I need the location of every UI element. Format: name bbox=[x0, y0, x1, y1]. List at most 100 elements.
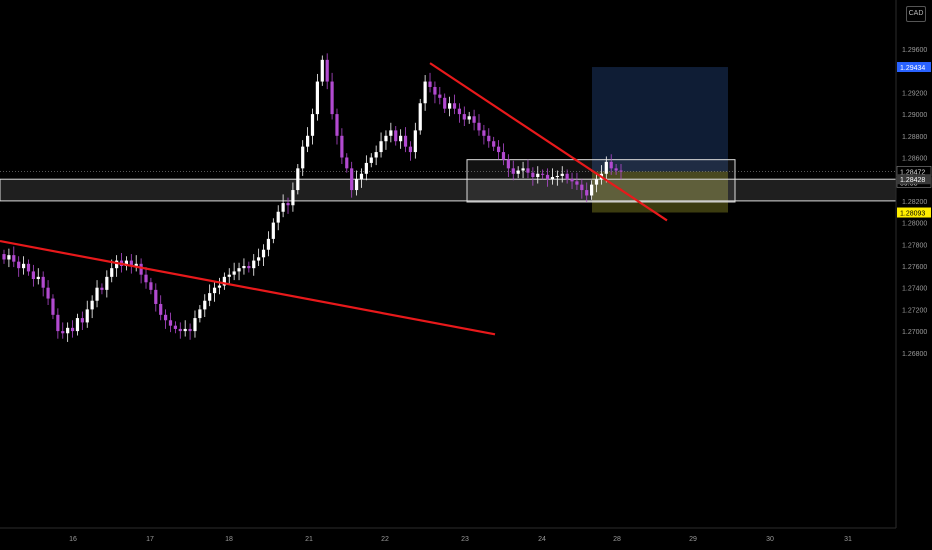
candle[interactable] bbox=[335, 108, 339, 145]
candle[interactable] bbox=[212, 282, 217, 302]
candle[interactable] bbox=[252, 254, 256, 276]
candle[interactable] bbox=[149, 277, 153, 295]
support-band[interactable] bbox=[0, 178, 897, 202]
candle[interactable] bbox=[604, 156, 608, 183]
candle[interactable] bbox=[345, 153, 349, 173]
candle[interactable] bbox=[403, 127, 408, 153]
zone-price-badge[interactable]: 1.28428 bbox=[897, 174, 931, 185]
candle[interactable] bbox=[227, 268, 231, 285]
candle[interactable] bbox=[208, 284, 212, 307]
candle[interactable] bbox=[7, 248, 11, 268]
candle[interactable] bbox=[85, 300, 89, 328]
candle[interactable] bbox=[428, 72, 432, 93]
candle[interactable] bbox=[452, 94, 457, 115]
candle[interactable] bbox=[306, 127, 310, 153]
candle[interactable] bbox=[222, 272, 226, 290]
trendline[interactable] bbox=[0, 239, 496, 336]
candle[interactable] bbox=[526, 159, 530, 179]
candle[interactable] bbox=[516, 166, 520, 179]
candle[interactable] bbox=[575, 172, 579, 191]
candle[interactable] bbox=[570, 172, 574, 189]
candle[interactable] bbox=[472, 109, 476, 131]
candle[interactable] bbox=[501, 143, 506, 166]
candle[interactable] bbox=[100, 283, 104, 295]
candle[interactable] bbox=[350, 161, 354, 198]
candle[interactable] bbox=[281, 194, 285, 218]
candle[interactable] bbox=[457, 103, 462, 123]
candle[interactable] bbox=[115, 255, 119, 277]
stop-price-badge[interactable]: 1.28093 bbox=[897, 207, 931, 218]
candle[interactable] bbox=[545, 168, 550, 187]
candle[interactable] bbox=[310, 108, 315, 145]
candle[interactable] bbox=[134, 255, 138, 272]
candle[interactable] bbox=[590, 180, 594, 200]
candle[interactable] bbox=[276, 205, 280, 231]
candle[interactable] bbox=[413, 122, 417, 159]
candle[interactable] bbox=[124, 256, 129, 271]
candle[interactable] bbox=[448, 96, 452, 117]
candle[interactable] bbox=[183, 320, 187, 337]
candle[interactable] bbox=[585, 182, 589, 202]
candle[interactable] bbox=[359, 168, 364, 188]
candle[interactable] bbox=[614, 164, 618, 175]
candle[interactable] bbox=[492, 136, 496, 151]
candle[interactable] bbox=[594, 172, 599, 193]
candle[interactable] bbox=[394, 126, 398, 146]
candle[interactable] bbox=[433, 81, 437, 104]
candle[interactable] bbox=[408, 141, 413, 161]
candle[interactable] bbox=[31, 264, 35, 287]
candle[interactable] bbox=[296, 164, 300, 195]
candle[interactable] bbox=[399, 129, 403, 149]
candle[interactable] bbox=[70, 320, 75, 338]
candle[interactable] bbox=[531, 167, 535, 186]
candle[interactable] bbox=[609, 154, 613, 175]
candle[interactable] bbox=[66, 322, 70, 342]
candle[interactable] bbox=[438, 86, 442, 105]
candle[interactable] bbox=[110, 259, 114, 283]
candle[interactable] bbox=[560, 166, 564, 183]
candle[interactable] bbox=[168, 312, 173, 333]
candle[interactable] bbox=[95, 280, 99, 308]
candle[interactable] bbox=[188, 323, 192, 340]
target-zone[interactable] bbox=[592, 67, 728, 172]
candle[interactable] bbox=[521, 161, 525, 179]
candle[interactable] bbox=[26, 259, 31, 276]
candle[interactable] bbox=[354, 170, 359, 196]
price-axis[interactable]: 1.29600 1.29200 1.29000 1.28800 1.28600 1.282… bbox=[902, 47, 927, 358]
candle[interactable] bbox=[580, 179, 584, 199]
candle[interactable] bbox=[379, 132, 383, 158]
candle[interactable] bbox=[423, 75, 427, 111]
candle[interactable] bbox=[619, 164, 623, 180]
candle[interactable] bbox=[291, 182, 295, 212]
candle[interactable] bbox=[550, 168, 555, 185]
candle[interactable] bbox=[462, 106, 466, 127]
candle[interactable] bbox=[90, 295, 94, 319]
candle[interactable] bbox=[369, 153, 373, 168]
target-price-badge[interactable]: 1.29434 bbox=[897, 62, 931, 73]
candle[interactable] bbox=[320, 55, 324, 86]
candle[interactable] bbox=[105, 270, 109, 298]
candle[interactable] bbox=[374, 145, 378, 166]
candle[interactable] bbox=[325, 53, 329, 90]
candle[interactable] bbox=[17, 256, 21, 277]
candle[interactable] bbox=[467, 111, 471, 124]
candle[interactable] bbox=[496, 140, 501, 160]
candle[interactable] bbox=[198, 305, 202, 323]
candle[interactable] bbox=[217, 277, 222, 295]
candle[interactable] bbox=[178, 322, 182, 339]
candle[interactable] bbox=[506, 154, 510, 178]
candle[interactable] bbox=[389, 122, 393, 143]
currency-badge[interactable]: CAD bbox=[906, 6, 926, 22]
candle[interactable] bbox=[541, 169, 545, 180]
candle[interactable] bbox=[555, 170, 559, 186]
candle[interactable] bbox=[315, 73, 319, 121]
candle[interactable] bbox=[418, 98, 422, 135]
candle[interactable] bbox=[477, 114, 481, 136]
date-axis[interactable]: 16 17 18 21 22 23 24 28 29 30 31 bbox=[69, 536, 852, 543]
candle[interactable] bbox=[203, 294, 207, 317]
candle[interactable] bbox=[301, 140, 305, 176]
candle[interactable] bbox=[257, 248, 261, 266]
candle[interactable] bbox=[56, 308, 60, 339]
candle[interactable] bbox=[75, 313, 80, 336]
